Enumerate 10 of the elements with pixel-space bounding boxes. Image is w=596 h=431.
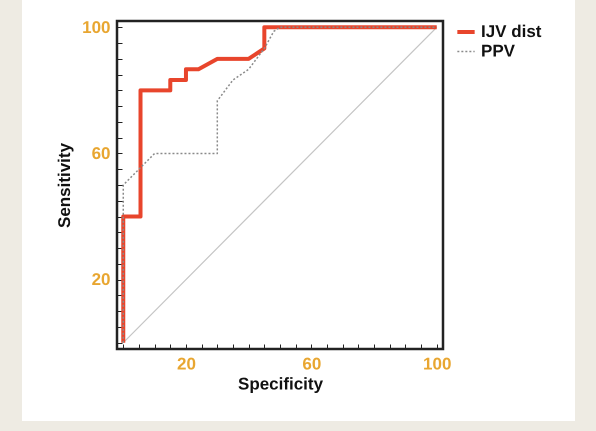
x-tick-label: 100 (423, 354, 452, 374)
x-tick-label: 60 (302, 354, 322, 374)
y-tick-label: 100 (82, 18, 110, 37)
x-tick-label: 20 (177, 354, 196, 374)
legend-label: PPV (481, 42, 516, 60)
x-axis-title: Specificity (238, 374, 324, 394)
y-tick-label: 20 (92, 270, 110, 290)
y-tick-label: 60 (92, 144, 110, 163)
y-axis-title: Sensitivity (55, 142, 74, 228)
legend-label: IJV dist (481, 22, 542, 41)
